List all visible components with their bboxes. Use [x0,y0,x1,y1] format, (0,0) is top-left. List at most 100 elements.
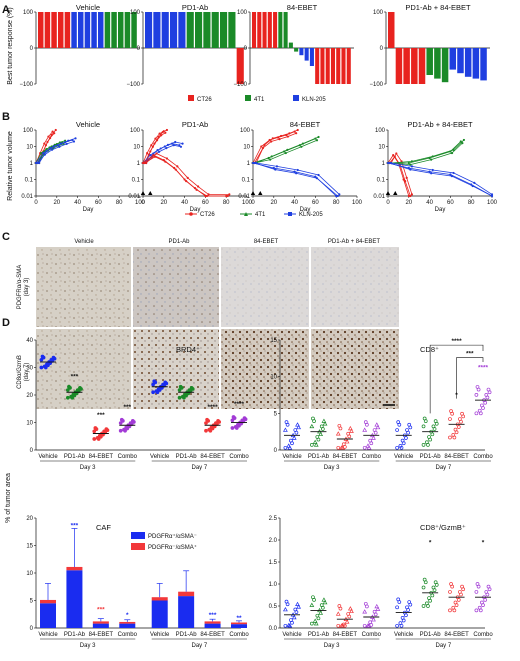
d-dot [243,417,248,422]
b-xtick-label: 100 [352,200,363,206]
b-legend-ct26: CT26 [200,212,215,218]
d-ytick-label: 2.0 [269,538,278,544]
a-bar [91,12,97,48]
d-dot [72,393,77,398]
c-row2-sub: (day 7) [24,363,30,382]
d-caf-legend-blue [131,532,145,539]
b-series-point [46,140,49,144]
d-dot [448,435,452,440]
d-dot [65,388,70,392]
d-dot [118,421,123,425]
b-xtick-label: 0 [34,200,38,206]
b-series-point [185,179,188,183]
b-xtick-label: 80 [333,200,340,206]
b-series-point [157,135,160,139]
b-series-point [74,137,77,140]
a-bar [38,12,44,48]
d-dot [309,602,315,607]
b-xtick-label: 80 [116,200,123,206]
d-caf-bar-red [204,621,221,624]
b-xtick-label: 20 [53,200,60,206]
d-ytick-label: 0 [274,448,278,454]
d-sig-star: * [429,539,432,546]
d-caf-bar-red [119,621,136,624]
d-dot [434,421,439,426]
b-legend: CT26 4T1 KLN-205 [185,212,323,218]
a-bar [262,12,267,48]
d-plot-title: CAF [96,523,111,532]
b-series-point [279,134,283,138]
micrograph-pd1-day3 [133,247,219,327]
b-series-point [52,145,55,148]
d-caf-bar-red [66,566,83,571]
d-dot [426,604,430,608]
b-series-point [286,135,289,138]
d-dot [362,445,367,450]
a-plot-title: Vehicle [76,3,100,12]
b-series-point [471,184,474,188]
b-series-point [51,130,54,133]
b-xtick-label: 20 [270,200,277,206]
d-dot [421,424,426,429]
d-dot [366,623,372,628]
d-dot [448,608,452,613]
a-legend: CT26 4T1 KLN-205 [188,95,326,103]
a-bar [195,12,203,48]
d-caf-bar-blue [92,623,109,628]
b-series-point [159,147,162,150]
d-dot [338,426,343,431]
a-bar [145,12,153,48]
b-series-point [293,170,296,173]
d-ytick-label: 10 [26,421,33,427]
d-dot [344,439,350,444]
b-series-point [150,144,153,147]
d-dot [39,357,44,362]
d-caf-legend-red [131,543,145,550]
b-series-point [176,165,179,168]
d-sig-bracket [429,344,484,414]
b-series-point [228,193,231,196]
d-dot [432,588,437,593]
b-series-point [407,161,410,165]
a-bar [294,48,299,52]
a-bar [325,48,330,84]
b-series-point [404,179,407,183]
d-ytick-label: 10 [270,375,277,381]
d-dot [459,419,463,424]
d-dot [312,439,318,444]
d-dot [179,386,184,390]
b-series-point [269,158,272,161]
b-series-point [50,133,53,137]
a-bar [418,48,426,84]
d-xcat-label: Combo [473,632,493,638]
d-dot [312,618,318,623]
a-ytick-label: −100 [233,82,247,88]
d-dot [151,382,155,387]
b-series-point [450,151,454,155]
a-bar [273,12,278,48]
d-dot [428,437,432,442]
a-bar [228,12,236,48]
d-sig-star: *** [123,404,131,411]
b-series-point [490,194,494,198]
micrograph-pd1-day7 [133,329,219,409]
d-dot [428,598,432,603]
d-ytick-label: 5 [274,411,278,417]
d-dot [92,429,97,434]
b-series-point [295,172,298,175]
a-ytick-label: 0 [30,46,34,52]
d-ytick-label: 30 [26,366,33,372]
d-xcat-label: 84-EBET [444,454,469,460]
d-xcat-label: 84-EBET [200,454,225,460]
b-plot-title: 84-EBET [290,120,321,129]
d-xcat-label: Vehicle [282,632,302,638]
d-dot [373,430,378,435]
a-ytick-label: 100 [23,10,34,16]
d-dot [401,441,406,446]
b-ytick-label: 100 [375,128,386,134]
d-dot [365,422,369,427]
a-legend-4t1-swatch [245,95,251,101]
a-plot-title: 84-EBET [287,3,318,12]
d-dot [123,428,127,433]
d-dot [456,597,461,602]
